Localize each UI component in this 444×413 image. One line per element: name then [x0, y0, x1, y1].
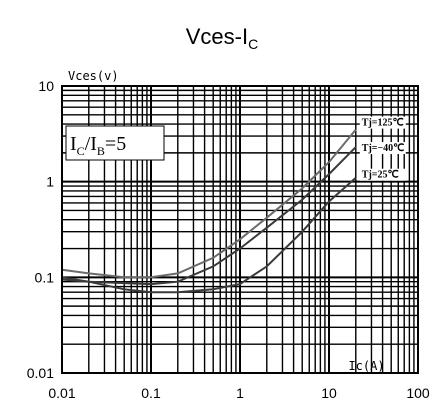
series-label-1: Tj=125℃ — [362, 118, 404, 129]
plot-frame — [61, 85, 419, 374]
tick-labels: 0.01 0.1 1 10 100 0.01 0.1 1 10 — [27, 78, 430, 401]
chart-title-main: Vces-I — [186, 24, 248, 49]
annotation-slash: /I — [85, 133, 97, 155]
annotation-sub-c: C — [77, 144, 85, 158]
series-line-3 — [61, 176, 357, 294]
x-tick-label: 0.01 — [48, 385, 75, 401]
annotation-main: I — [70, 133, 77, 155]
x-tick-label: 10 — [321, 385, 337, 401]
series-line-2 — [61, 146, 357, 286]
y-tick-label: 0.01 — [27, 365, 54, 381]
y-axis-label: Vces(v) — [68, 69, 119, 83]
series-label-2: Tj=−40℃ — [362, 143, 405, 154]
annotation-tail: =5 — [105, 133, 126, 155]
x-tick-label: 0.1 — [141, 385, 161, 401]
y-tick-label: 0.1 — [35, 269, 55, 285]
ic-ib-annotation: IC/IB=5 — [65, 125, 165, 161]
series-label-bg — [359, 142, 406, 155]
series-label-bg — [359, 168, 406, 181]
chart-title: Vces-IC — [186, 24, 258, 52]
series-label-3: Tj=25℃ — [362, 170, 399, 181]
x-tick-label: 1 — [236, 385, 244, 401]
series-labels: Tj=125℃ Tj=−40℃ Tj=25℃ — [359, 116, 406, 181]
annotation-box — [65, 125, 165, 161]
series-layer — [61, 128, 357, 294]
x-tick-label: 100 — [406, 385, 430, 401]
y-tick-label: 10 — [38, 78, 54, 94]
y-tick-label: 1 — [46, 174, 54, 190]
series-label-bg — [359, 116, 406, 129]
annotation-text: IC/IB=5 — [70, 133, 126, 158]
series-line-1 — [61, 128, 357, 279]
x-axis-label: Ic(A) — [348, 359, 384, 373]
chart-title-subscript: C — [248, 36, 258, 52]
annotation-sub-b: B — [97, 144, 105, 158]
